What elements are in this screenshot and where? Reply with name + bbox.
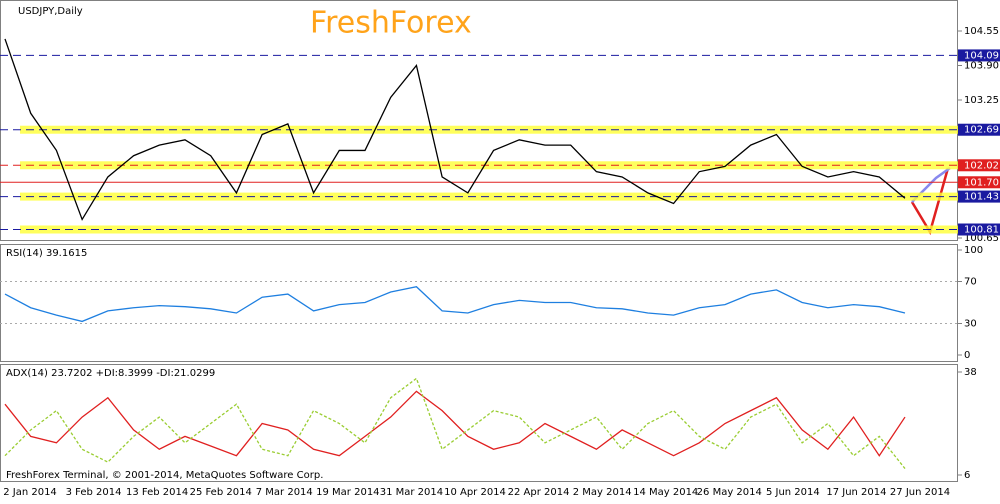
symbol-title: USDJPY,Daily	[18, 6, 83, 17]
footer: FreshForex Terminal, © 2001-2014, MetaQu…	[6, 470, 323, 481]
y-tick-label: 100	[964, 245, 983, 256]
x-tick-label: 3 Feb 2014	[66, 487, 122, 498]
level-label: 100.81	[964, 225, 999, 236]
y-tick-label: 103.25	[964, 95, 999, 106]
x-tick-label: 5 Jun 2014	[766, 487, 820, 498]
y-tick-label: 6	[964, 470, 970, 481]
level-label-box	[958, 159, 1000, 172]
level-label: 102.02	[964, 160, 999, 171]
y-tick-label: 100.65	[964, 233, 999, 244]
level-label-box	[958, 223, 1000, 236]
adx-panel	[0, 364, 958, 482]
level-label-box	[958, 176, 1000, 189]
y-tick-label: 70	[964, 277, 977, 288]
x-tick-label: 13 Feb 2014	[126, 487, 188, 498]
watermark: FreshForex	[310, 6, 472, 41]
level-label: 102.69	[964, 125, 999, 136]
level-label: 101.70	[964, 177, 999, 188]
level-label-box	[958, 49, 1000, 62]
x-tick-label: 31 Mar 2014	[380, 487, 443, 498]
x-tick-label: 14 May 2014	[633, 487, 698, 498]
rsi-panel	[0, 244, 958, 362]
series-line	[4, 286, 906, 323]
x-tick-label: 19 Mar 2014	[316, 487, 379, 498]
adx-title: ADX(14) 23.7202 +DI:8.3999 -DI:21.0299	[6, 368, 215, 379]
level-label: 101.43	[964, 192, 999, 203]
level-label-box	[958, 190, 1000, 203]
x-tick-label: 22 Apr 2014	[508, 487, 570, 498]
x-tick-label: 17 Jun 2014	[826, 487, 886, 498]
series-line	[4, 377, 906, 469]
x-tick-label: 27 Jun 2014	[890, 487, 950, 498]
price-panel	[0, 0, 958, 241]
level-label-box	[958, 123, 1000, 136]
level-label: 104.09	[964, 50, 999, 61]
x-tick-label: 2 Jan 2014	[3, 487, 57, 498]
y-tick-label: 30	[964, 319, 977, 330]
series-line	[4, 390, 906, 457]
y-tick-label: 103.90	[964, 61, 999, 72]
series-line	[4, 38, 906, 221]
x-tick-label: 2 May 2014	[573, 487, 632, 498]
y-tick-label: 104.55	[964, 26, 999, 37]
rsi-title: RSI(14) 39.1615	[6, 248, 87, 259]
y-tick-label: 0	[964, 350, 970, 361]
x-tick-label: 10 Apr 2014	[444, 487, 506, 498]
y-tick-label: 38	[964, 367, 977, 378]
x-tick-label: 7 Mar 2014	[256, 487, 313, 498]
x-tick-label: 25 Feb 2014	[190, 487, 252, 498]
x-tick-label: 26 May 2014	[697, 487, 762, 498]
